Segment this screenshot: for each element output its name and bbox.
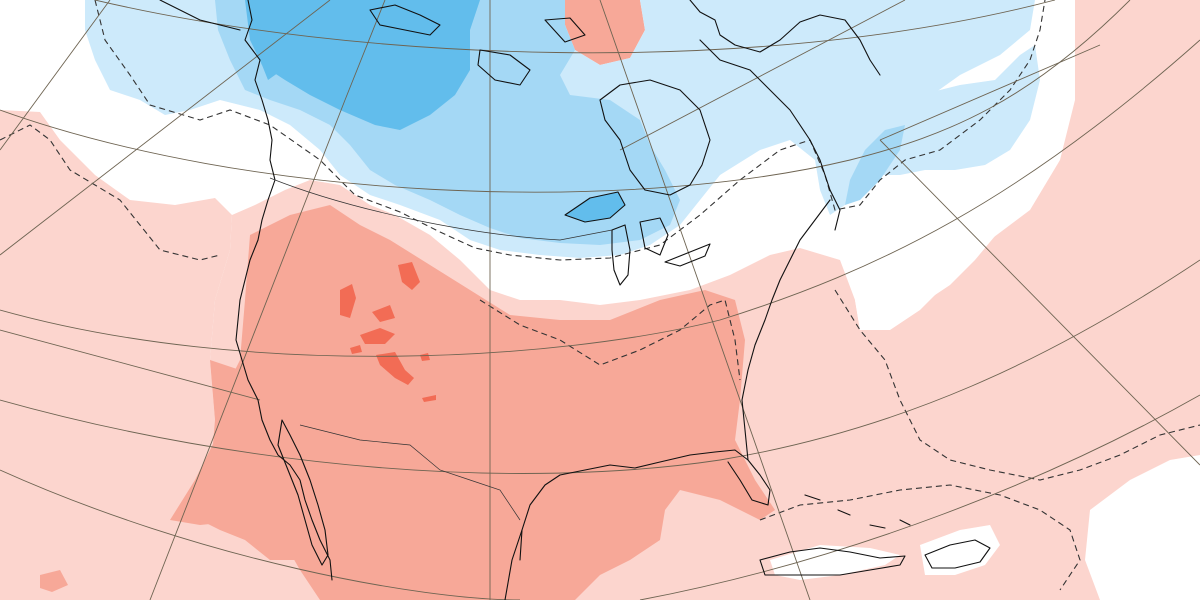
coastline-us-east bbox=[741, 199, 831, 461]
warm-region-us-medium bbox=[170, 205, 775, 600]
cool-region-atlantic-medium bbox=[845, 125, 905, 205]
parallel-arc-6 bbox=[639, 394, 1200, 600]
lake-huron bbox=[639, 217, 669, 256]
meridian-4 bbox=[344, 0, 386, 101]
meridian-2 bbox=[0, 0, 111, 151]
coastline-mexico-east bbox=[504, 529, 523, 600]
coastline-pacific-northwest bbox=[235, 0, 333, 581]
warm-spot-3 bbox=[360, 328, 395, 344]
neutral-patch-cuba bbox=[770, 545, 900, 580]
zero-contour-us bbox=[479, 299, 741, 381]
meridian-6 bbox=[599, 0, 811, 600]
border-us-canada bbox=[269, 177, 613, 241]
warm-spot-6 bbox=[420, 353, 430, 361]
bahamas bbox=[804, 494, 911, 529]
parallel-arc-4 bbox=[0, 259, 1200, 474]
warm-region-pacific-west bbox=[0, 110, 330, 600]
warm-spot-2 bbox=[398, 262, 420, 290]
cool-region-lake-superior bbox=[565, 192, 625, 222]
coastline-gulf-mexico bbox=[519, 449, 771, 561]
meridian-1 bbox=[0, 0, 331, 256]
warm-spot-4 bbox=[372, 305, 395, 322]
meridian-8 bbox=[879, 139, 1200, 466]
meridian-3 bbox=[149, 99, 346, 600]
warm-spot-7 bbox=[350, 345, 362, 354]
coastline-labrador bbox=[699, 39, 841, 231]
lake-michigan bbox=[611, 224, 631, 286]
meridian-10 bbox=[0, 329, 261, 401]
meridian-9 bbox=[879, 44, 1101, 141]
cool-region-atlantic-light bbox=[880, 45, 1040, 175]
lake-erie-ontario bbox=[664, 243, 711, 267]
warm-region-baja-offshore bbox=[200, 360, 300, 560]
coastline-hudson-bay bbox=[599, 79, 711, 196]
meridian-7 bbox=[619, 0, 906, 151]
political-borders bbox=[269, 177, 613, 521]
warm-patch-southwest bbox=[40, 570, 68, 592]
parallel-arc-5 bbox=[0, 469, 521, 600]
alaska-coast bbox=[159, 0, 241, 31]
cuba bbox=[759, 547, 906, 576]
cool-region-strong bbox=[245, 0, 480, 130]
cool-anomaly-layer bbox=[85, 0, 1040, 258]
warm-spot-5 bbox=[376, 352, 414, 385]
coastlines bbox=[159, 0, 991, 600]
warm-region-greenland bbox=[565, 0, 645, 65]
hispaniola bbox=[924, 539, 991, 569]
coastline-baja bbox=[277, 419, 329, 566]
warm-spot-8 bbox=[422, 395, 436, 402]
zero-contour-north bbox=[94, 0, 1046, 261]
warm-spot-1 bbox=[340, 284, 356, 318]
arctic-islands bbox=[369, 4, 586, 86]
zero-contour-atlantic bbox=[834, 289, 1200, 481]
parallel-arc-3 bbox=[0, 39, 1200, 357]
border-us-mexico bbox=[299, 424, 521, 521]
coastline-greenland bbox=[689, 0, 881, 76]
neutral-patch-east bbox=[1085, 455, 1200, 600]
parallel-arc-2 bbox=[0, 0, 1131, 193]
lake-superior bbox=[564, 191, 626, 223]
